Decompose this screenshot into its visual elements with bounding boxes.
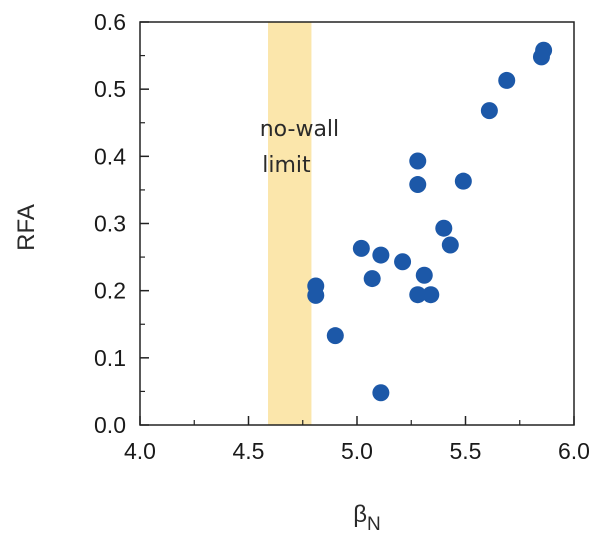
data-point (307, 286, 325, 304)
x-axis-title-main: β (353, 501, 367, 528)
x-axis-title: βN (353, 501, 381, 535)
plot-frame (139, 21, 575, 426)
data-point (409, 176, 427, 194)
x-tick-label: 4.5 (233, 438, 265, 464)
data-point (394, 253, 412, 271)
y-tick-label: 0.0 (94, 412, 126, 438)
data-point (498, 71, 516, 89)
x-tick-labels: 4.0 4.5 5.0 5.5 6.0 (124, 438, 590, 464)
y-tick-labels: 0.0 0.1 0.2 0.3 0.4 0.5 0.6 (94, 9, 126, 438)
y-tick-label: 0.4 (94, 143, 126, 169)
data-point (372, 384, 390, 402)
y-tick-label: 0.6 (94, 9, 126, 35)
data-point (409, 152, 427, 170)
no-wall-limit-band (268, 22, 312, 425)
annotation-line-1: no-wall (260, 117, 339, 142)
y-tick-label: 0.5 (94, 76, 126, 102)
data-point (441, 236, 459, 254)
data-point (435, 219, 453, 237)
y-tick-label: 0.3 (94, 211, 126, 237)
annotation-line-2: limit (262, 153, 311, 178)
data-point (415, 266, 433, 284)
data-points (307, 41, 553, 402)
x-tick-label: 5.0 (341, 438, 373, 464)
data-point (535, 41, 553, 59)
x-axis-title-subscript: N (367, 514, 381, 535)
data-point (363, 270, 381, 288)
data-point (372, 246, 390, 264)
y-axis-title: RFA (13, 204, 40, 251)
data-point (480, 102, 498, 120)
y-tick-label: 0.1 (94, 345, 126, 371)
data-point (454, 172, 472, 190)
data-point (326, 327, 344, 345)
y-tick-label: 0.2 (94, 278, 126, 304)
data-point (409, 286, 427, 304)
data-point (352, 239, 370, 257)
data-point (422, 286, 440, 304)
x-tick-label: 4.0 (124, 438, 156, 464)
x-tick-label: 6.0 (558, 438, 590, 464)
x-tick-label: 5.5 (450, 438, 482, 464)
